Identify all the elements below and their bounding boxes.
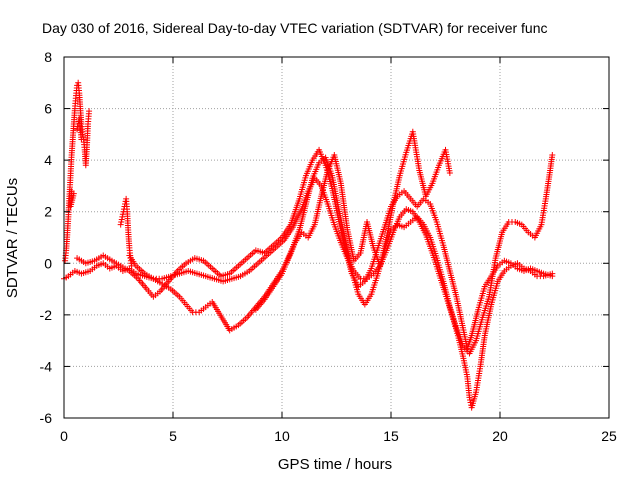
- data-point: [74, 126, 81, 133]
- x-tick-label: 5: [169, 428, 177, 444]
- data-point: [446, 170, 453, 177]
- x-tick-label: 20: [492, 428, 508, 444]
- series-s2: [74, 146, 556, 352]
- y-tick-label: -6: [40, 410, 53, 426]
- series-s1: [61, 175, 556, 411]
- data-points: [61, 79, 556, 411]
- data-point: [117, 221, 124, 228]
- y-tick-label: 8: [44, 49, 52, 65]
- data-point: [467, 396, 474, 403]
- plot-frame: [63, 56, 610, 419]
- axis-ticks: 0 5 10 15 20 25 -6 -4 -2 0 2 4 6 8: [40, 49, 617, 444]
- y-tick-label: -4: [40, 358, 53, 374]
- grid: [64, 57, 609, 418]
- data-point: [128, 262, 135, 269]
- y-tick-label: 4: [44, 152, 52, 168]
- x-tick-label: 15: [383, 428, 399, 444]
- series-s4: [252, 128, 453, 313]
- data-point: [119, 213, 126, 220]
- x-tick-label: 0: [60, 428, 68, 444]
- y-tick-label: -2: [40, 307, 53, 323]
- data-point: [118, 216, 125, 223]
- x-axis-label: GPS time / hours: [278, 456, 392, 473]
- y-tick-label: 0: [44, 255, 52, 271]
- chart-title: Day 030 of 2016, Sidereal Day-to-day VTE…: [42, 20, 548, 36]
- data-point: [549, 273, 556, 280]
- data-point: [86, 108, 93, 115]
- x-tick-label: 10: [274, 428, 290, 444]
- y-tick-label: 6: [44, 101, 52, 117]
- data-point: [466, 394, 473, 401]
- data-point: [70, 190, 77, 197]
- series-s6: [117, 195, 135, 269]
- x-tick-label: 25: [601, 428, 617, 444]
- y-tick-label: 2: [44, 204, 52, 220]
- data-point: [549, 151, 556, 158]
- series-s5: [62, 79, 93, 264]
- data-point: [118, 219, 125, 226]
- data-point: [78, 136, 85, 143]
- y-axis-label: SDTVAR / TECUs: [4, 178, 21, 298]
